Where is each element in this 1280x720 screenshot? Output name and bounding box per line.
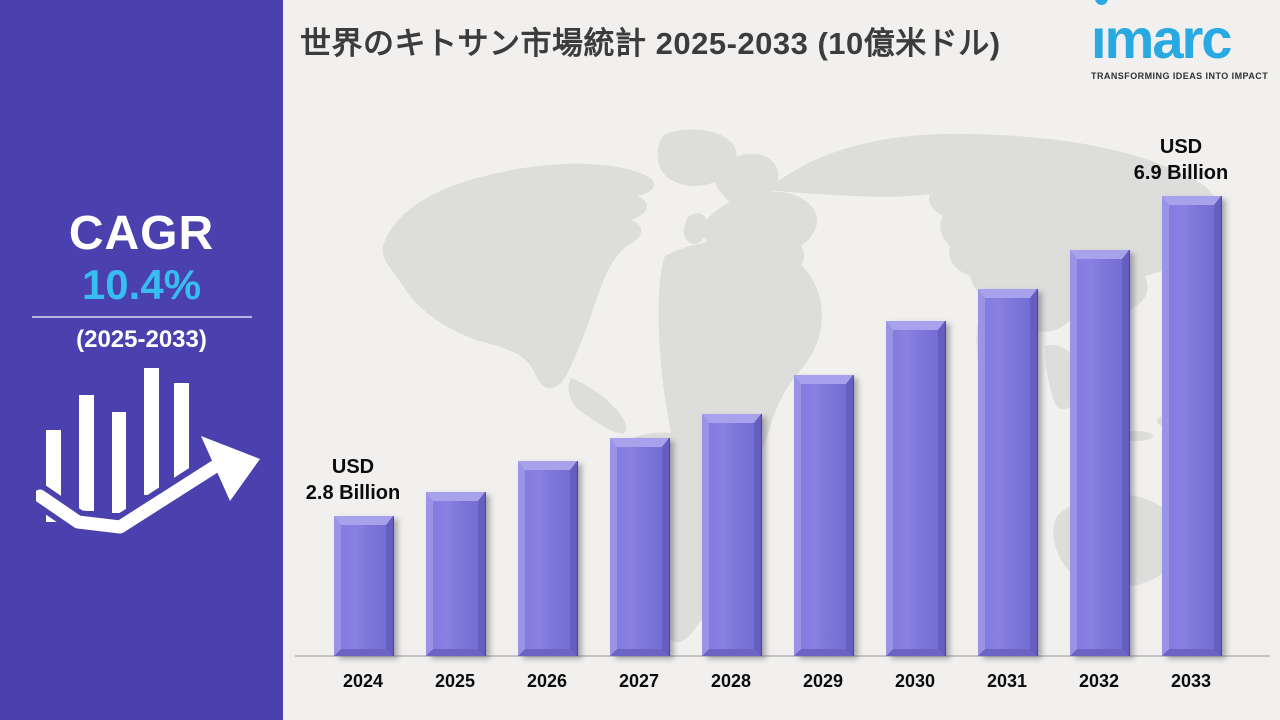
imarc-tagline: TRANSFORMING IDEAS INTO IMPACT	[1091, 71, 1269, 81]
x-axis-line	[295, 655, 1270, 657]
x-tick-2031: 2031	[986, 671, 1028, 691]
x-tick-2025: 2025	[434, 671, 476, 691]
imarc-logo-dot-icon	[1095, 0, 1108, 5]
value-label-2024: USD 2.8 Billion	[305, 456, 401, 504]
chart-area: 世界のキトサン市場統計 2025-2033 (10億米ドル) imarc TRA…	[283, 0, 1280, 720]
x-tick-2032: 2032	[1078, 671, 1120, 691]
growth-chart-arrow-icon	[36, 368, 260, 539]
bar-2024	[333, 516, 393, 656]
bar-2031	[977, 289, 1037, 656]
bar-2026	[517, 461, 577, 656]
cagr-label: CAGR	[68, 207, 215, 260]
bar-2033	[1161, 196, 1221, 656]
x-tick-2029: 2029	[802, 671, 844, 691]
cagr-period: (2025-2033)	[76, 326, 207, 353]
value-label-2033: USD 6.9 Billion	[1133, 136, 1229, 184]
cagr-sidebar: CAGR 10.4% (2025-2033)	[0, 0, 283, 720]
x-tick-2026: 2026	[526, 671, 568, 691]
bars-container: 2024 2025 2026 2027 2028 2029 2030 2031 2032 2033…	[283, 0, 1280, 720]
bar-2025	[425, 492, 485, 656]
x-tick-2030: 2030	[894, 671, 936, 691]
x-tick-2028: 2028	[710, 671, 752, 691]
imarc-wordmark-text: imarc	[1091, 26, 1232, 66]
imarc-logo: imarc TRANSFORMING IDEAS INTO IMPACT	[1091, 0, 1276, 81]
x-tick-2024: 2024	[342, 671, 384, 691]
cagr-divider	[31, 316, 252, 318]
imarc-wordmark: imarc	[1091, 26, 1276, 66]
cagr-value: 10.4%	[81, 261, 202, 308]
bar-2029	[793, 375, 853, 656]
chart-title: 世界のキトサン市場統計 2025-2033 (10億米ドル)	[300, 26, 1001, 61]
bar-2032	[1069, 250, 1129, 656]
bar-2030	[885, 321, 945, 656]
x-tick-2027: 2027	[618, 671, 660, 691]
x-tick-2033: 2033	[1170, 671, 1212, 691]
bar-2027	[609, 438, 669, 656]
bar-2028	[701, 414, 761, 656]
